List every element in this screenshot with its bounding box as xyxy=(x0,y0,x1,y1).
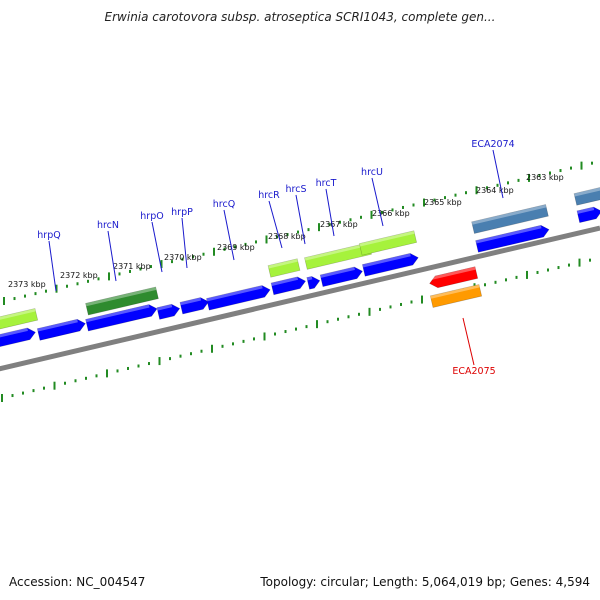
outer-tick-ring xyxy=(3,161,593,305)
kbp-label: 2368 kbp xyxy=(268,232,306,241)
gene-label-hrcq-leader xyxy=(223,209,235,261)
gene-arrow xyxy=(0,327,36,348)
gene-block xyxy=(304,242,372,270)
gene-block xyxy=(573,186,600,206)
gene-block xyxy=(471,204,549,234)
gene-label-hrct: hrcT xyxy=(316,178,337,189)
gene-arrow xyxy=(306,276,321,290)
gene-label-hrcn: hrcN xyxy=(97,220,119,231)
kbp-label: 2365 kbp xyxy=(424,198,462,207)
topology-label: Topology: circular; Length: 5,064,019 bp… xyxy=(260,575,590,589)
kbp-label: 2364 kbp xyxy=(476,186,514,195)
gene-label-hrcu: hrcU xyxy=(361,167,383,178)
gene-arrow xyxy=(362,253,419,277)
gene-label-hrcq: hrcQ xyxy=(213,199,235,210)
kbp-label: 2363 kbp xyxy=(526,173,564,182)
kbp-label: 2370 kbp xyxy=(164,253,202,262)
gene-label-hrct-leader xyxy=(325,188,335,237)
gene-label-hrpo-leader xyxy=(151,221,163,273)
gene-block xyxy=(0,308,39,332)
kbp-scale-labels: 2373 kbp 2372 kbp 2371 kbp 2370 kbp 2369 kbp… xyxy=(8,173,564,289)
gene-arrow xyxy=(576,206,600,223)
kbp-label: 2369 kbp xyxy=(217,243,255,252)
accession-label: Accession: NC_004547 xyxy=(9,575,146,589)
kbp-label: 2366 kbp xyxy=(372,209,410,218)
gene-label-hrcn-leader xyxy=(107,230,117,282)
gene-block xyxy=(429,284,483,308)
kbp-label: 2372 kbp xyxy=(60,271,98,280)
gene-label-hrpq-leader xyxy=(48,240,57,292)
gene-label-hrcr-leader xyxy=(268,200,283,249)
kbp-label: 2371 kbp xyxy=(113,262,151,271)
gene-label-hrcr: hrcR xyxy=(258,190,280,201)
gene-arrow xyxy=(206,285,271,311)
gene-arrow xyxy=(319,266,363,287)
gene-arrow xyxy=(179,297,210,315)
gene-label-hrcu-leader xyxy=(371,177,384,227)
gene-label-hrpo: hrpO xyxy=(140,211,163,222)
gene-label-hrpp: hrpP xyxy=(171,207,193,218)
gene-features xyxy=(0,186,600,348)
gene-label-eca2075-leader xyxy=(462,317,475,366)
gene-block xyxy=(359,230,417,256)
gene-arrow xyxy=(475,224,550,253)
gene-arrow xyxy=(156,303,181,320)
kbp-label: 2373 kbp xyxy=(8,280,46,289)
gene-label-hrpq: hrpQ xyxy=(37,230,60,241)
gene-arrow xyxy=(428,266,479,289)
map-title: Erwinia carotovora subsp. atroseptica SC… xyxy=(104,10,496,24)
kbp-label: 2367 kbp xyxy=(320,220,358,229)
gene-arrow xyxy=(270,276,307,296)
gene-label-eca2074-leader xyxy=(492,149,504,199)
backbone-line xyxy=(0,225,600,372)
gene-label-layer: hrpQ hrcN hrpO hrpP hrcQ hrcR hrcS hrcT hrcU ECA2… xyxy=(37,139,514,377)
gene-arrow xyxy=(36,318,86,341)
gene-arrow xyxy=(85,304,158,332)
gene-label-hrpp-leader xyxy=(181,217,188,269)
gene-label-eca2075: ECA2075 xyxy=(452,366,495,377)
gene-label-hrcs: hrcS xyxy=(286,184,307,195)
gene-block xyxy=(267,258,301,278)
gene-label-eca2074: ECA2074 xyxy=(471,139,514,150)
gene-block xyxy=(85,286,159,316)
gene-label-hrcs-leader xyxy=(295,194,306,245)
